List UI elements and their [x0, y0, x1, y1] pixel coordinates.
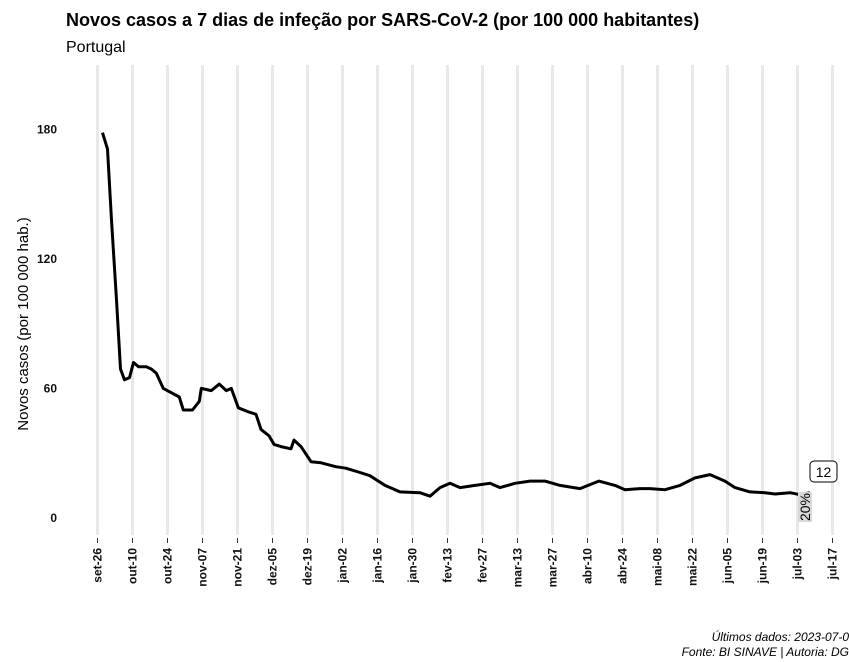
y-tick-label: 180 — [37, 123, 57, 137]
data-line — [101, 132, 811, 498]
x-tick-label: jan-30 — [406, 548, 420, 584]
footer: Últimos dados: 2023-07-0 — [712, 629, 849, 644]
chart-subtitle: Portugal — [66, 39, 126, 56]
x-tick-label: abr-24 — [616, 548, 630, 584]
x-tick-label: out-10 — [126, 548, 140, 584]
x-tick-label: nov-07 — [196, 548, 210, 587]
x-tick-label: fev-13 — [441, 548, 455, 583]
annotation: 20% — [797, 493, 813, 521]
x-tick-label: out-24 — [161, 548, 175, 584]
y-tick-label: 60 — [44, 381, 58, 395]
x-tick-label: jul-03 — [791, 548, 805, 581]
x-tick-label: jan-16 — [371, 548, 385, 584]
x-tick-label: jan-02 — [336, 548, 350, 584]
annotation-box — [809, 460, 838, 483]
y-tick-label: 120 — [37, 252, 57, 266]
x-tick-label: dez-05 — [266, 548, 280, 586]
annotation-box — [798, 492, 812, 522]
y-axis-label: Novos casos (por 100 000 hab.) — [15, 217, 32, 430]
x-tick-label: mar-13 — [511, 548, 525, 588]
x-tick-label: mai-08 — [651, 548, 665, 586]
x-tick-label: fev-27 — [476, 548, 490, 583]
x-tick-label: mai-22 — [686, 548, 700, 586]
x-tick-label: mar-27 — [546, 548, 560, 588]
x-tick-label: jun-19 — [756, 548, 770, 585]
x-tick-label: set-26 — [91, 548, 105, 583]
y-tick-label: 0 — [50, 511, 57, 525]
x-tick-label: abr-10 — [581, 548, 595, 584]
annotation: 12 — [816, 464, 832, 480]
x-tick-label: dez-19 — [301, 548, 315, 586]
chart-title: Novos casos a 7 dias de infeção por SARS… — [66, 10, 699, 30]
x-tick-label: jun-05 — [721, 548, 735, 585]
x-tick-label: nov-21 — [231, 548, 245, 587]
x-tick-label: jul-17 — [826, 548, 840, 581]
footer: Fonte: BI SINAVE | Autoria: DG — [682, 645, 849, 659]
